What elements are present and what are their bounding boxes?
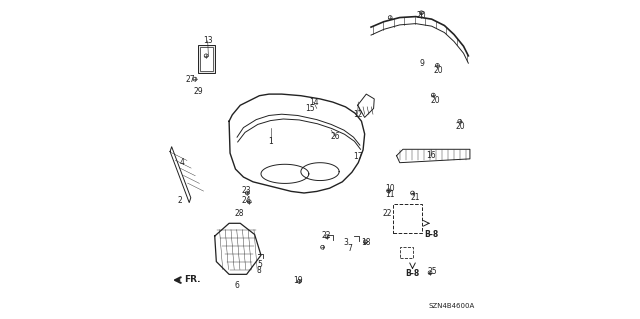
- Text: 14: 14: [309, 98, 319, 107]
- Text: 22: 22: [382, 209, 392, 218]
- Text: 11: 11: [385, 190, 394, 199]
- FancyBboxPatch shape: [394, 204, 422, 233]
- Text: FR.: FR.: [184, 275, 201, 284]
- Text: 13: 13: [203, 36, 212, 45]
- Text: 22: 22: [322, 231, 331, 240]
- FancyBboxPatch shape: [198, 45, 215, 73]
- Text: 5: 5: [257, 260, 262, 269]
- Text: 28: 28: [235, 209, 244, 218]
- Text: 24: 24: [242, 196, 252, 205]
- Text: B-8: B-8: [405, 269, 420, 278]
- Text: 3: 3: [343, 238, 348, 247]
- Text: 7: 7: [347, 244, 352, 253]
- Text: 20: 20: [417, 11, 426, 20]
- Text: 17: 17: [353, 152, 362, 161]
- Text: 23: 23: [242, 186, 252, 195]
- Text: 2: 2: [177, 197, 182, 205]
- Text: 8: 8: [257, 266, 261, 275]
- Text: 4: 4: [180, 158, 184, 167]
- FancyBboxPatch shape: [200, 47, 213, 71]
- Text: 20: 20: [430, 96, 440, 105]
- Text: B-8: B-8: [424, 230, 438, 239]
- Text: 29: 29: [193, 87, 203, 96]
- Text: 19: 19: [294, 276, 303, 285]
- Text: 27: 27: [185, 75, 195, 84]
- Text: 16: 16: [426, 151, 436, 160]
- Text: 15: 15: [305, 104, 315, 113]
- Text: 20: 20: [456, 122, 465, 130]
- FancyBboxPatch shape: [400, 247, 413, 258]
- Text: 1: 1: [268, 137, 273, 146]
- Text: 25: 25: [428, 267, 437, 276]
- Text: 26: 26: [330, 132, 340, 141]
- Text: SZN4B4600A: SZN4B4600A: [428, 303, 475, 309]
- Text: 20: 20: [433, 66, 443, 75]
- Text: 18: 18: [362, 238, 371, 247]
- Text: 10: 10: [385, 184, 394, 193]
- Text: 6: 6: [235, 281, 239, 290]
- Text: 12: 12: [353, 110, 362, 119]
- Text: 9: 9: [420, 59, 424, 68]
- Text: 21: 21: [411, 193, 420, 202]
